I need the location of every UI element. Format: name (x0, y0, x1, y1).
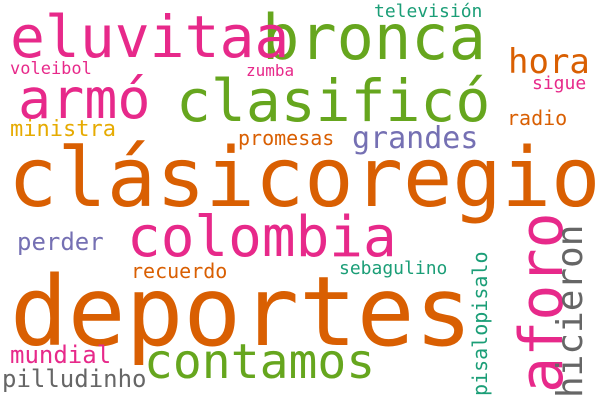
word-sebagulino: sebagulino (339, 258, 448, 279)
word-contamos: contamos (144, 334, 376, 390)
word-armo: armó (18, 67, 151, 131)
word-sigue: sigue (532, 73, 587, 94)
word-hicieron: hicieron (550, 224, 591, 398)
word-deportes: deportes (10, 256, 473, 368)
word-colombia: colombia (127, 205, 397, 270)
word-hora: hora (508, 42, 590, 82)
word-promesas: promesas (238, 126, 335, 150)
word-radio: radio (507, 106, 568, 130)
word-perder: perder (17, 228, 104, 256)
word-grandes: grandes (352, 121, 479, 156)
word-mundial: mundial (10, 341, 112, 369)
word-eluvitaa: eluvitaa (10, 3, 290, 71)
word-voleibol: voleibol (10, 59, 92, 79)
word-zumba: zumba (246, 61, 295, 80)
word-television: televisión (374, 1, 483, 22)
word-clasifico: clasificó (176, 67, 491, 135)
word-clasicoregio: clásicoregio (8, 131, 600, 226)
word-ministra: ministra (10, 117, 116, 142)
word-recuerdo: recuerdo (131, 259, 228, 283)
word-bronca: bronca (262, 1, 486, 74)
word-pisalopisalo: pisalopisalo (468, 251, 492, 397)
word-pilludinho: pilludinho (2, 365, 147, 393)
